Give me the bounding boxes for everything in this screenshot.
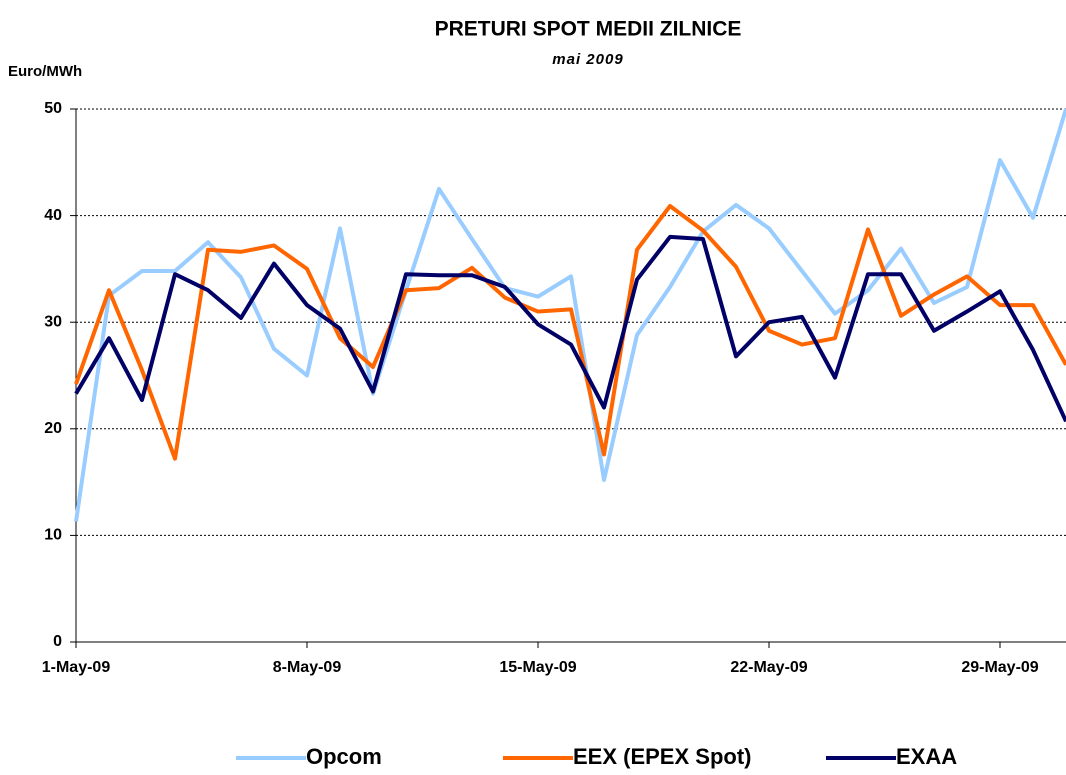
x-tick-label: 22-May-09: [730, 659, 807, 676]
y-tick-label: 10: [44, 527, 62, 544]
x-tick-label: 1-May-09: [42, 659, 111, 676]
y-axis-label: Euro/MWh: [8, 63, 82, 80]
y-tick-label: 30: [44, 313, 62, 330]
y-tick-label: 0: [53, 633, 62, 650]
chart-title: PRETURI SPOT MEDII ZILNICE: [435, 18, 742, 41]
series-line: [74, 204, 1066, 461]
series-line: [74, 234, 1066, 423]
x-tick-label: 29-May-09: [961, 659, 1038, 676]
x-tick-label: 8-May-09: [273, 659, 342, 676]
x-tick-label: 15-May-09: [499, 659, 576, 676]
y-tick-label: 40: [44, 207, 62, 224]
legend-label: EXAA: [896, 744, 957, 769]
legend-label: EEX (EPEX Spot): [573, 744, 751, 769]
y-tick-label: 20: [44, 420, 62, 437]
chart-subtitle: mai 2009: [552, 51, 623, 68]
y-tick-label: 50: [44, 100, 62, 117]
series-line: [74, 108, 1066, 522]
legend-label: Opcom: [306, 744, 382, 769]
